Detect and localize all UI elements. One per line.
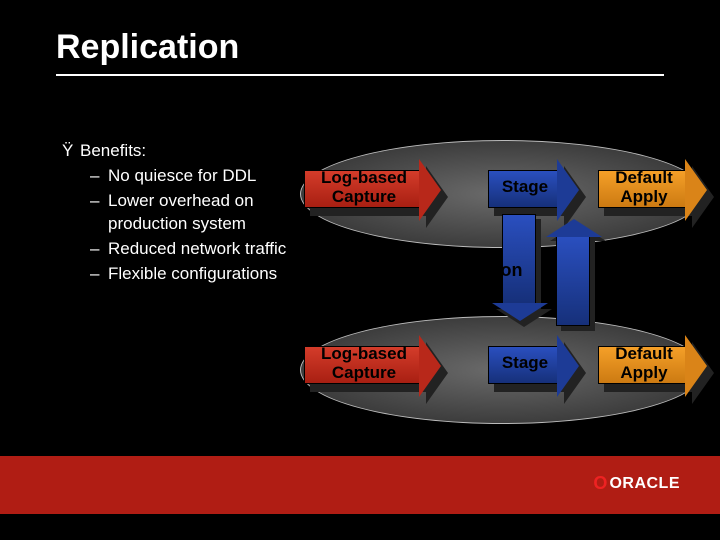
dash-icon: – xyxy=(90,190,108,213)
bullet-text: Lower overhead on production system xyxy=(108,190,302,236)
dash-icon: – xyxy=(90,263,108,286)
bullet-text: Flexible configurations xyxy=(108,263,302,286)
bullet-item: –Reduced network traffic xyxy=(62,238,302,261)
logo-text: ORACLE xyxy=(609,475,680,493)
bullet-level0: ŸBenefits: xyxy=(62,140,302,163)
replication-diagram: Log-basedCapture Stage DefaultApply Prop… xyxy=(300,140,710,430)
bullet-text: Reduced network traffic xyxy=(108,238,302,261)
dash-icon: – xyxy=(90,165,108,188)
logo-o-icon: O xyxy=(593,473,607,494)
title-underline xyxy=(56,74,664,76)
capture-arrow-top: Log-basedCapture xyxy=(304,168,420,222)
bullet-label: Benefits: xyxy=(80,141,146,160)
bullet-item: –No quiesce for DDL xyxy=(62,165,302,188)
bullet-item: –Flexible configurations xyxy=(62,263,302,286)
bullet-list: ŸBenefits: –No quiesce for DDL –Lower ov… xyxy=(62,140,302,288)
bullet-item: –Lower overhead on production system xyxy=(62,190,302,236)
capture-arrow-bottom: Log-basedCapture xyxy=(304,344,420,398)
oracle-logo: OORACLE xyxy=(593,473,680,494)
bullet-marker: Ÿ xyxy=(62,140,80,163)
dash-icon: – xyxy=(90,238,108,261)
bullet-text: No quiesce for DDL xyxy=(108,165,302,188)
apply-arrow-bottom: DefaultApply xyxy=(598,344,686,398)
slide-title: Replication xyxy=(56,28,239,67)
apply-arrow-top: DefaultApply xyxy=(598,168,686,222)
propagation-label: Propagation xyxy=(412,260,528,281)
stage-arrow-bottom: Stage xyxy=(488,344,558,398)
